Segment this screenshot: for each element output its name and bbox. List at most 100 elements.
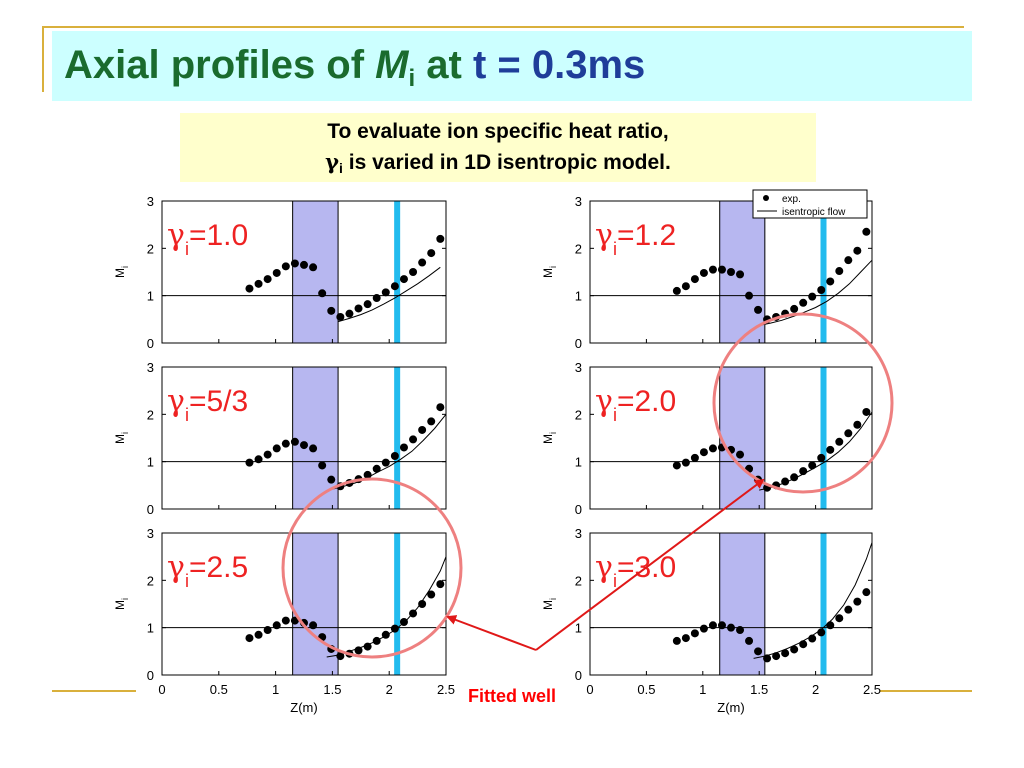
exp-data-point [309,621,318,630]
exp-data-point [263,275,272,284]
exp-data-point [817,453,826,462]
exp-data-point [354,646,363,655]
gamma-label-value: =1.0 [189,219,248,252]
isentropic-flow-line [753,542,873,659]
exp-data-point [727,268,735,276]
exp-data-point [672,461,681,470]
exp-data-point [327,306,336,315]
exp-data-point [281,439,290,448]
cyan-marker-line [394,201,401,343]
exp-data-point [745,291,754,300]
exp-data-point [745,636,754,645]
exp-data-point [835,614,844,623]
x-tick-label: 0 [158,682,165,697]
x-tick-label: 1 [272,682,279,697]
exp-data-point [399,275,408,284]
exp-data-point [254,279,263,288]
exp-data-point [390,451,399,460]
y-axis-label: Mi [113,598,130,610]
exp-data-point [708,621,717,630]
exp-data-point [808,461,817,470]
exp-data-point [318,461,327,470]
fitted-well-label: Fitted well [468,686,557,706]
exp-data-point [290,259,299,268]
gamma-label-subscript: i [613,239,617,259]
exp-data-point [699,624,708,633]
title-banner: Axial profiles of Mi at t = 0.3ms [52,31,972,101]
title-prefix: Axial profiles of [64,43,376,87]
y-axis-label: Mi [541,266,558,278]
exp-data-point [681,634,690,643]
exp-data-point [372,464,381,473]
exp-data-point [844,605,853,614]
x-tick-label: 2 [386,682,393,697]
y-axis-label-subscript: i [120,432,130,434]
exp-data-point [409,268,418,276]
exp-data-point [790,645,799,654]
y-tick-label: 2 [575,573,582,588]
exp-data-point [717,621,726,630]
y-tick-label: 1 [575,455,582,470]
exp-data-point [699,268,708,277]
x-tick-label: 2.5 [437,682,455,697]
exp-data-point [436,580,445,589]
gamma-label: γi=1.2 [595,218,676,259]
frame-top-rule [42,26,964,28]
y-tick-label: 3 [575,526,582,541]
exp-data-point [853,246,862,255]
exp-data-point [862,588,871,597]
exp-data-point [790,304,799,313]
exp-data-point [418,425,427,434]
exp-data-point [772,652,781,661]
exp-data-point [808,292,817,301]
gamma-symbol: γ [325,149,340,174]
frame-bottom-left-rule [52,690,136,692]
y-axis-label-subscript: i [548,598,558,600]
note-box: To evaluate ion specific heat ratio, γi … [180,113,816,182]
cyan-marker-line [820,201,827,343]
gamma-label-subscript: i [185,239,189,259]
exp-data-point [844,429,853,438]
y-tick-label: 2 [147,407,154,422]
chart-panel-6: 0 1 2 3 Mi 0 0.5 1 1.5 2 2.5 Z(m) γi=3.0 [541,526,881,715]
frame-left-rule [42,26,44,92]
y-tick-label: 3 [575,360,582,375]
y-axis-label-subscript: i [120,266,130,268]
exp-data-point [826,621,835,630]
exp-data-point [681,458,690,467]
shaded-region [292,366,339,510]
exp-data-point [427,590,436,599]
gamma-label-subscript: i [185,405,189,425]
gamma-label: γi=1.0 [167,218,248,259]
y-tick-label: 0 [147,668,154,683]
exp-data-point [381,288,390,297]
exp-data-point [363,642,372,651]
y-axis-label-subscript: i [548,432,558,434]
exp-data-point [690,453,699,462]
y-tick-label: 1 [575,289,582,304]
exp-data-point [844,256,853,265]
exp-data-point [862,227,871,236]
legend-line-label: isentropic flow [782,207,846,218]
y-tick-label: 3 [147,526,154,541]
legend: exp. isentropic flow [752,189,868,219]
x-tick-label: 1.5 [750,682,768,697]
exp-data-point [254,455,263,464]
exp-data-point [690,275,699,284]
plot-frame [589,200,873,344]
gamma-label: γi=5/3 [167,384,248,425]
highlight-circle [281,477,463,659]
x-tick-label: 0.5 [210,682,228,697]
exp-data-point [826,277,835,286]
y-axis-label: Mi [541,598,558,610]
highlight-circle [712,312,894,494]
y-axis-label: Mi [541,432,558,444]
legend-box [752,189,868,219]
exp-data-point [245,458,254,467]
plot-frame [589,532,873,676]
y-axis-label-subscript: i [120,598,130,600]
exp-data-point [336,312,345,321]
y-tick-label: 3 [575,194,582,209]
